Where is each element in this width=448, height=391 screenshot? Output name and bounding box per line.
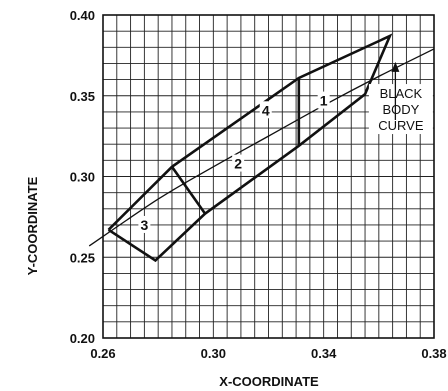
plot-frame [102,14,435,339]
annotation-background [368,84,433,135]
x-tick-label: 0.38 [421,346,446,361]
region-label-background [317,91,330,109]
region-label-background [138,215,151,233]
annotation-text-line: CURVE [378,118,424,133]
y-tick-label: 0.30 [70,170,95,185]
y-tick-label: 0.35 [70,89,95,104]
region-label-3: 3 [140,217,148,233]
x-tick-label: 0.26 [90,346,115,361]
region-outline [107,33,393,263]
x-tick-label: 0.30 [201,346,226,361]
annotation-arrow-head [391,61,400,72]
region-label-1: 1 [320,93,328,109]
x-axis-title: X-COORDINATE [219,374,319,389]
y-tick-label: 0.25 [70,250,95,265]
plot-frame-layer [102,14,435,339]
annotation-text-line: BODY [382,102,419,117]
y-tick-label: 0.40 [70,8,95,23]
region-label-background [232,154,245,172]
region-label-2: 2 [234,156,242,172]
y-tick-label: 0.20 [70,331,95,346]
tick-label-layer: 0.26 0.30 0.34 0.38 0.20 0.25 0.30 0.35 0.40 [70,8,447,361]
grid [103,15,434,338]
x-tick-label: 0.34 [311,346,337,361]
region-outline-layer [107,33,393,263]
annotation-text-line: BLACK [380,86,423,101]
region-divider [170,166,207,215]
region-label-4: 4 [262,102,270,118]
region-label-background [259,101,272,119]
black-body-curve-layer [88,48,435,247]
y-axis-title: Y-COORDINATE [25,176,40,275]
black-body-curve [88,48,435,247]
